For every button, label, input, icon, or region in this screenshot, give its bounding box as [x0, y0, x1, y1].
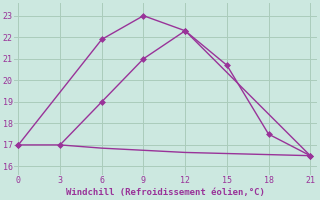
X-axis label: Windchill (Refroidissement éolien,°C): Windchill (Refroidissement éolien,°C) [66, 188, 265, 197]
